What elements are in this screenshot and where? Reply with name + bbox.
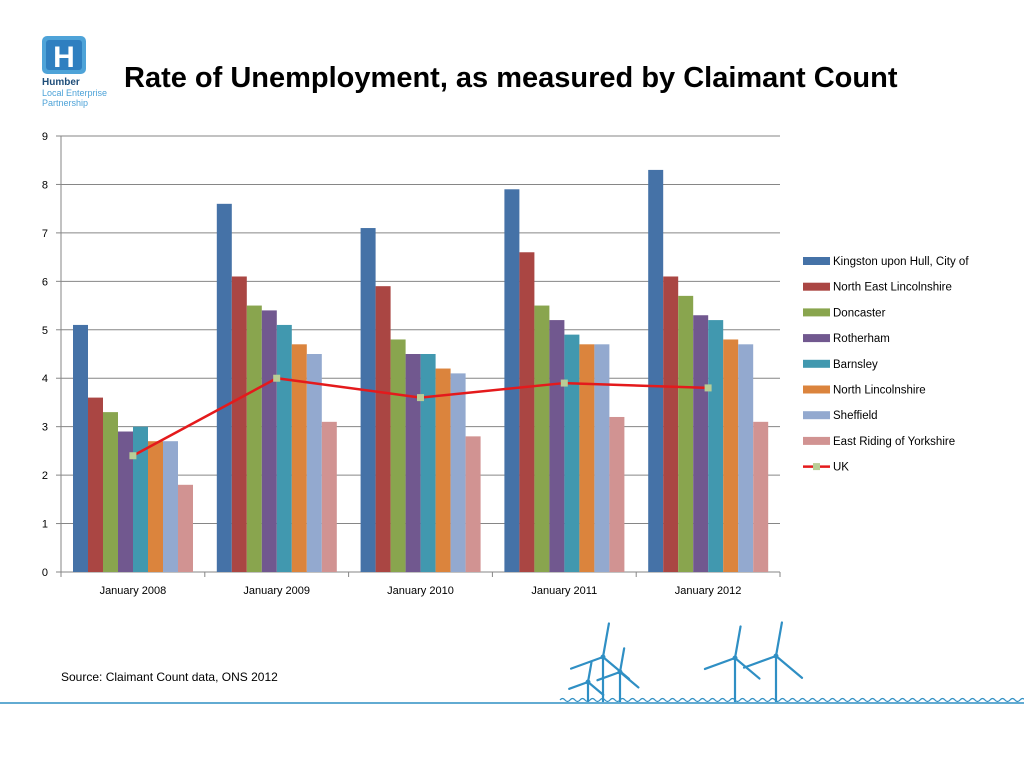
- bar: [178, 484, 193, 572]
- bar: [435, 368, 451, 572]
- bar: [420, 354, 436, 572]
- x-tick-label: January 2010: [387, 585, 454, 597]
- water-waves: [559, 697, 1024, 703]
- bar: [321, 421, 337, 572]
- y-tick-label: 2: [42, 470, 48, 482]
- bar: [276, 324, 292, 572]
- y-tick-label: 3: [42, 422, 48, 434]
- y-tick-label: 1: [42, 519, 48, 531]
- legend-swatch: [803, 334, 830, 343]
- bar: [504, 189, 520, 573]
- slide-title: Rate of Unemployment, as measured by Cla…: [124, 62, 898, 94]
- wind-turbine-icon: [568, 661, 605, 702]
- bar: [246, 305, 262, 572]
- bar: [118, 431, 133, 572]
- bar: [579, 344, 595, 572]
- bar: [609, 416, 625, 572]
- wind-turbine-icon: [703, 625, 761, 702]
- bar: [148, 441, 163, 572]
- bar: [564, 334, 580, 572]
- bar: [390, 339, 406, 572]
- logo-line3: Partnership: [42, 98, 88, 108]
- bar: [88, 397, 103, 572]
- humber-lep-logo: H Humber Local Enterprise Partnership: [42, 36, 107, 108]
- bar: [549, 320, 565, 572]
- uk-marker: [273, 374, 281, 382]
- legend-label: Barnsley: [833, 359, 878, 371]
- legend-label: Sheffield: [833, 410, 878, 422]
- y-tick-label: 7: [42, 228, 48, 240]
- x-tick-label: January 2008: [100, 585, 167, 597]
- bar: [291, 344, 307, 572]
- y-tick-label: 8: [42, 179, 48, 191]
- uk-marker: [704, 384, 712, 392]
- bar: [648, 169, 664, 572]
- bar: [216, 203, 232, 573]
- bar: [738, 344, 754, 572]
- bar: [231, 276, 247, 572]
- bar: [450, 373, 466, 572]
- bar: [663, 276, 679, 572]
- legend-line-marker: [813, 463, 820, 471]
- y-tick-label: 5: [42, 325, 48, 337]
- uk-marker: [129, 452, 137, 460]
- logo-letter: H: [53, 41, 75, 74]
- y-tick-label: 6: [42, 276, 48, 288]
- bar: [133, 426, 148, 572]
- legend-swatch: [803, 385, 830, 394]
- bar: [375, 286, 391, 572]
- bar: [103, 412, 118, 572]
- legend-swatch: [803, 308, 830, 317]
- bar: [534, 305, 550, 572]
- legend-label: East Riding of Yorkshire: [833, 436, 955, 448]
- legend-label: North Lincolnshire: [833, 385, 926, 397]
- bar: [753, 421, 769, 572]
- bar: [519, 252, 535, 572]
- bar: [306, 354, 322, 572]
- logo-line1: Humber: [42, 77, 80, 88]
- x-tick-label: January 2012: [675, 585, 742, 597]
- legend-label: Rotherham: [833, 333, 890, 345]
- legend-swatch: [803, 359, 830, 368]
- wind-turbine-icon: [596, 647, 640, 702]
- logo-line2: Local Enterprise: [42, 88, 107, 98]
- bar: [360, 228, 376, 573]
- bar: [693, 315, 709, 572]
- bar: [163, 441, 178, 572]
- legend-swatch: [803, 282, 830, 291]
- bar: [723, 339, 739, 572]
- legend-swatch: [803, 436, 830, 445]
- y-tick-label: 0: [42, 567, 48, 579]
- legend-swatch: [803, 257, 830, 265]
- x-tick-label: January 2011: [531, 585, 597, 597]
- uk-marker: [417, 394, 424, 402]
- bar: [465, 436, 481, 572]
- bar: [405, 354, 421, 572]
- legend-label: UK: [833, 462, 849, 474]
- bar: [678, 295, 694, 572]
- bar: [594, 344, 610, 572]
- bar: [708, 320, 724, 572]
- legend-label: Kingston upon Hull, City of: [833, 256, 969, 268]
- x-tick-label: January 2009: [243, 585, 310, 597]
- wind-turbine-icon: [742, 621, 804, 702]
- uk-marker: [560, 379, 568, 387]
- source-note: Source: Claimant Count data, ONS 2012: [61, 670, 278, 684]
- legend-swatch: [803, 411, 830, 420]
- y-tick-label: 4: [42, 373, 48, 385]
- legend-label: Doncaster: [833, 307, 886, 319]
- bar: [261, 310, 277, 572]
- legend-label: North East Lincolnshire: [833, 282, 952, 294]
- wind-turbines-decoration: [0, 621, 1024, 704]
- y-tick-label: 9: [42, 131, 48, 143]
- bar: [73, 324, 88, 572]
